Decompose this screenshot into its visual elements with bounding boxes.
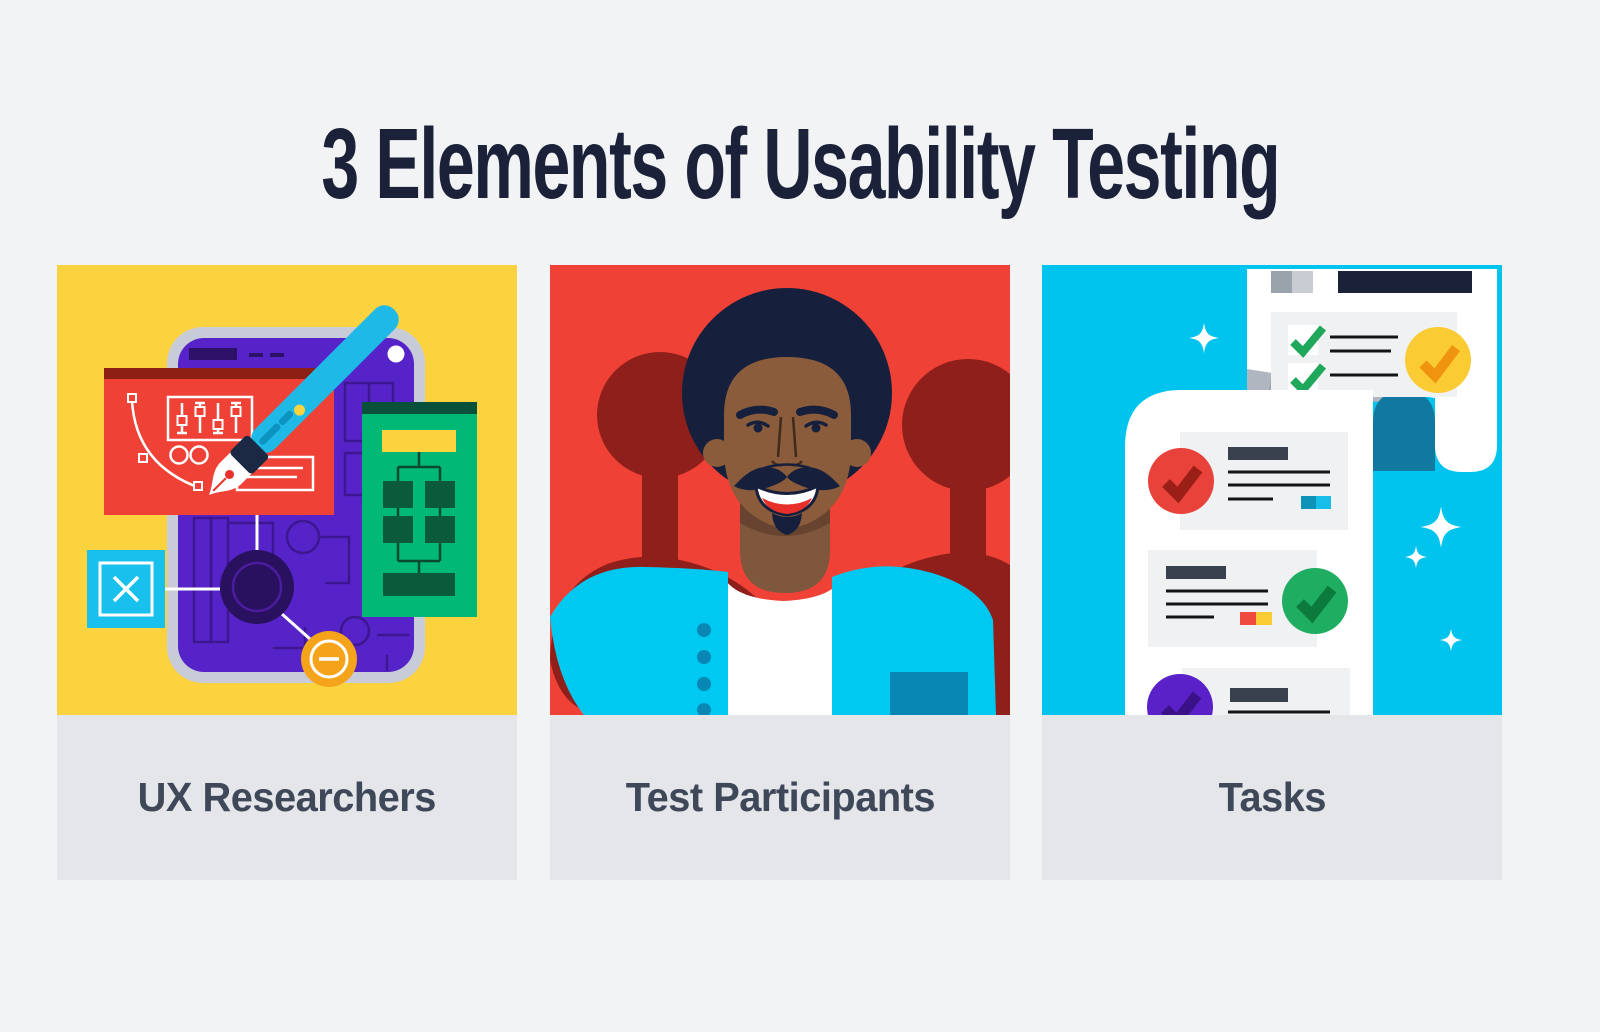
mustache — [734, 467, 840, 491]
sheet-tab — [1292, 271, 1313, 293]
check-badge-green — [1282, 568, 1348, 634]
close-box-icon — [87, 550, 165, 628]
sparkle-icon — [1188, 322, 1220, 354]
sheet-header-bar — [1338, 271, 1472, 293]
card-label-test-participants: Test Participants — [550, 715, 1010, 880]
person-avatar — [550, 288, 996, 715]
flowchart-panel-icon — [362, 402, 477, 617]
participant-portrait-illustration — [550, 265, 1010, 715]
check-badge-yellow — [1405, 327, 1471, 393]
ux-researchers-illustration — [57, 265, 517, 715]
settings-sliders-icon — [176, 401, 242, 435]
card-test-participants: Test Participants — [550, 265, 1010, 880]
card-label-ux-researchers: UX Researchers — [57, 715, 517, 880]
jacket-pocket — [890, 672, 968, 715]
sheet-tab — [1271, 271, 1292, 293]
node-icon — [220, 550, 294, 624]
card-label-text: UX Researchers — [137, 774, 437, 820]
camera-dot-icon — [387, 345, 405, 363]
scroll-curl — [1373, 391, 1435, 471]
test-participants-illustration — [550, 265, 1010, 715]
jacket-buttons — [697, 623, 711, 715]
card-label-tasks: Tasks — [1042, 715, 1502, 880]
card-tasks: Tasks — [1042, 265, 1502, 880]
bezier-curve-icon — [127, 393, 203, 491]
jacket-left — [550, 566, 728, 715]
checklist-item — [1148, 550, 1348, 647]
pen-tool-icon — [209, 305, 399, 495]
shirt — [726, 581, 840, 715]
card-label-text: Tasks — [1218, 774, 1326, 820]
check-badge-red — [1148, 448, 1214, 514]
connector-lines — [165, 515, 311, 641]
tasks-illustration — [1042, 265, 1502, 715]
minus-badge-icon — [301, 631, 357, 687]
check-icon — [1290, 325, 1327, 358]
back-checklist-sheet — [1247, 269, 1497, 472]
design-tablet-illustration — [57, 265, 517, 715]
goatee — [772, 513, 802, 535]
page-title: 3 Elements of Usability Testing — [321, 108, 1280, 220]
card-label-text: Test Participants — [625, 774, 935, 820]
checklist-item — [1147, 668, 1350, 715]
checklist-item — [1148, 432, 1348, 530]
checklist-scroll-illustration — [1042, 265, 1502, 715]
card-ux-researchers: UX Researchers — [57, 265, 517, 880]
check-badge-purple — [1147, 674, 1213, 715]
face-features — [734, 405, 840, 535]
sparkle-icons — [1404, 506, 1463, 652]
